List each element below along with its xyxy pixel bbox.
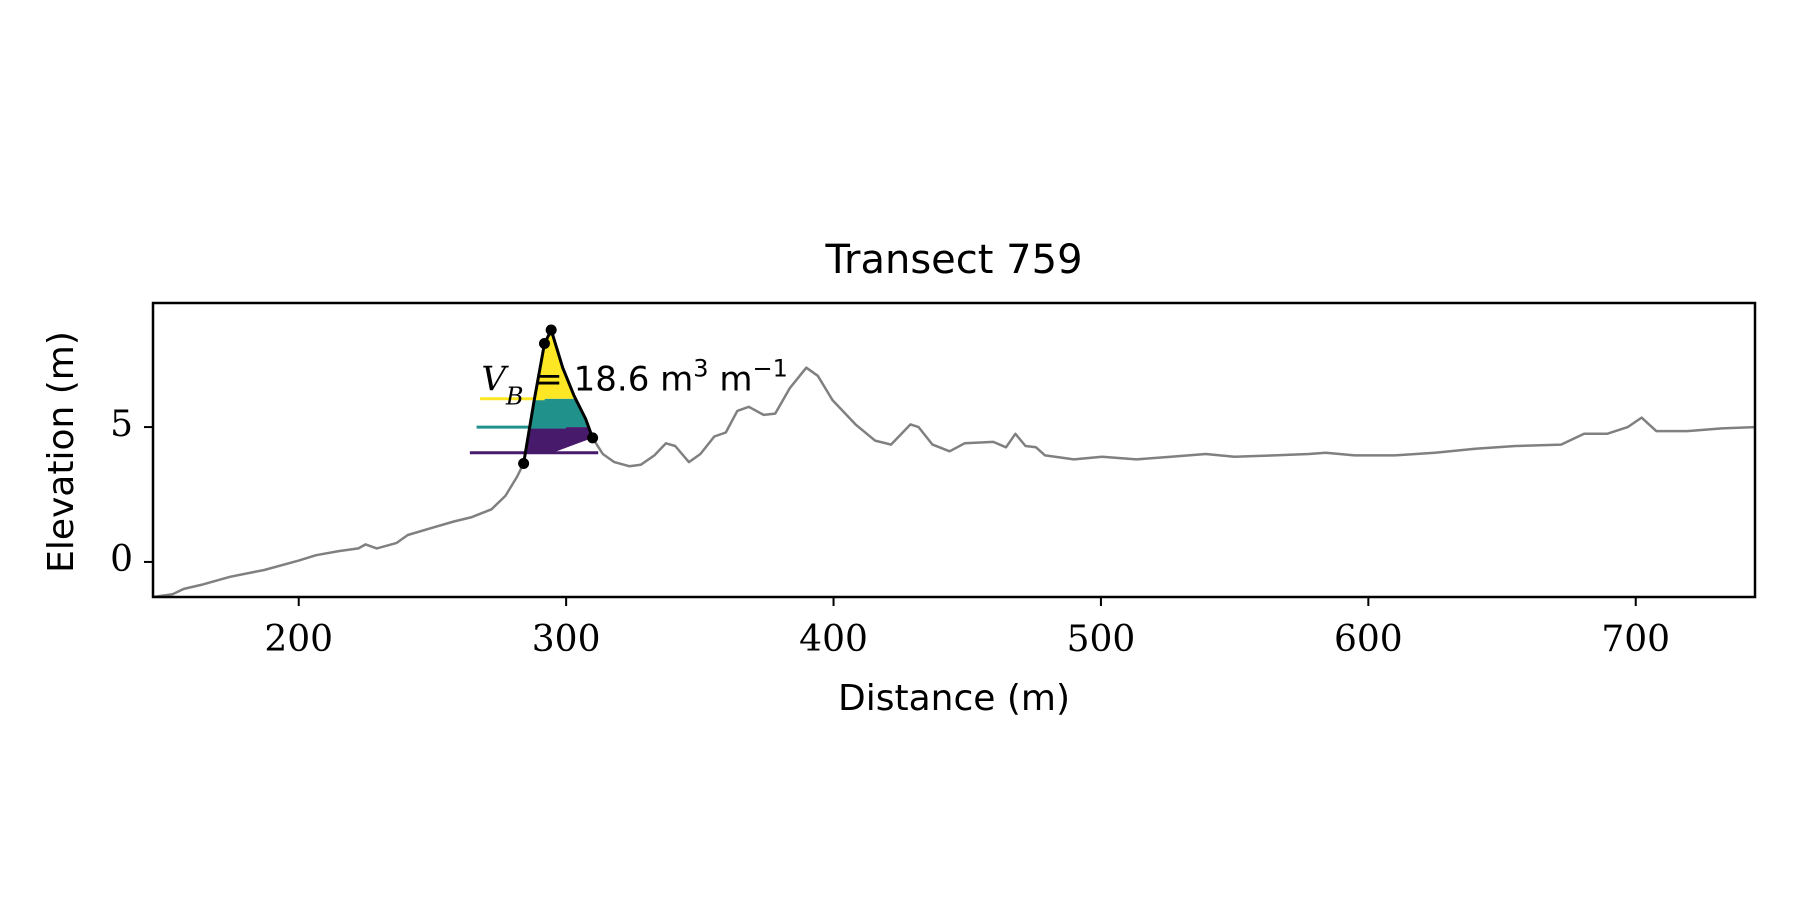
annotation: VB = 18.6 m3 m−1 [481,355,788,411]
x-tick-label: 400 [799,619,868,660]
y-axis-label: Elevation (m) [41,331,82,573]
marker [587,432,599,444]
chart-title: Transect 759 [824,237,1082,283]
profile-line [153,328,1755,597]
marker [538,337,550,349]
x-tick-label: 500 [1067,619,1136,660]
dune-line [522,328,595,464]
x-tick-label: 300 [532,619,601,660]
y-tick-label: 5 [110,404,133,445]
annotation-part: = 18.6 m [524,360,694,400]
annotation-part: 3 [693,355,708,383]
x-axis-label: Distance (m) [838,678,1070,719]
axes-frame [151,301,1757,599]
x-tick-label: 600 [1334,619,1403,660]
x-tick-label: 700 [1601,619,1670,660]
annotation-part: V [481,360,509,400]
annotation-part: B [505,383,524,411]
x-tick-label: 200 [264,619,333,660]
marker [518,457,530,469]
annotation-part: m [709,360,753,400]
y-tick-label: 0 [110,539,133,580]
marker [545,324,557,336]
annotation-part: −1 [753,355,788,383]
